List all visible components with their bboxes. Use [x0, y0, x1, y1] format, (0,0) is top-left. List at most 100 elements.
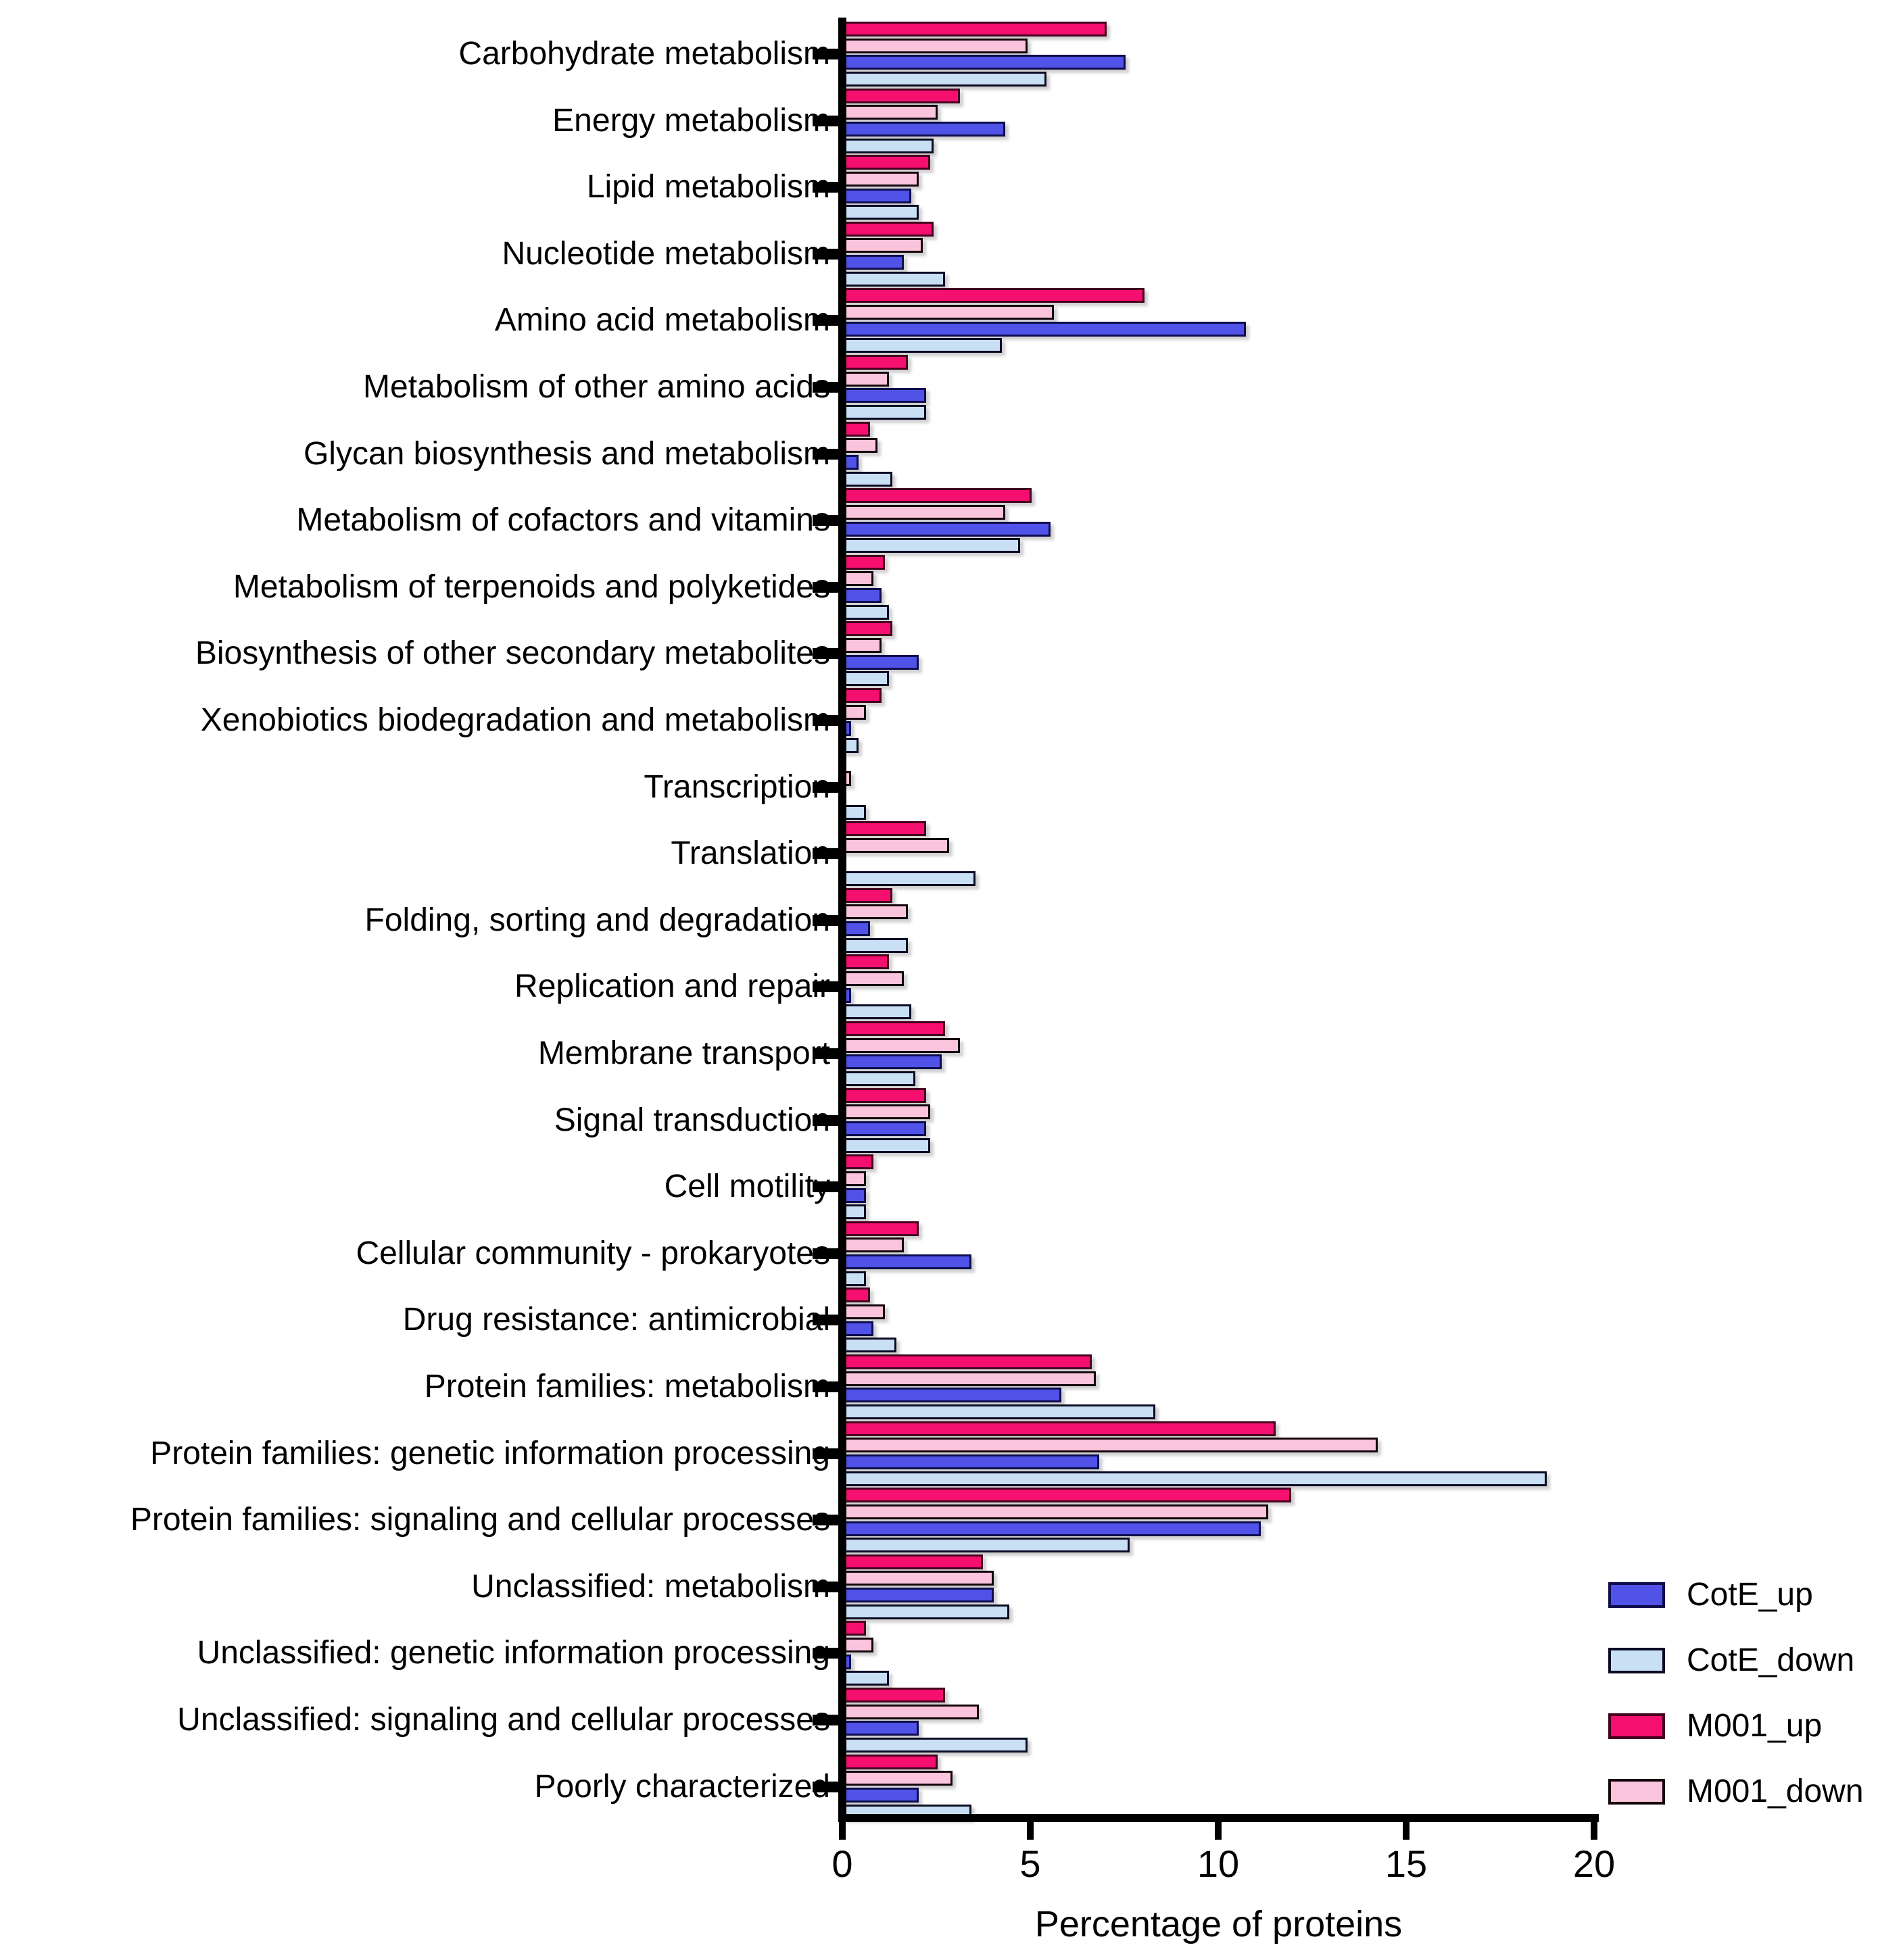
bar-M001_up [842, 1688, 946, 1702]
bar-M001_up [842, 887, 893, 903]
y-axis-tick [813, 1181, 842, 1193]
legend-label-CotE_up: CotE_up [1687, 1577, 1813, 1613]
legend-swatch-CotE_down [1608, 1648, 1665, 1673]
y-axis-tick [813, 1648, 842, 1659]
x-axis-tick [1591, 1822, 1597, 1840]
bar-CotE_up [842, 1721, 919, 1736]
bar-CotE_down [842, 471, 893, 487]
bar-CotE_up [842, 521, 1051, 537]
bar-CotE_up [842, 1454, 1100, 1469]
category-label: Translation [671, 835, 830, 872]
bar-M001_down [842, 1504, 1269, 1519]
bar-M001_down [842, 1438, 1378, 1453]
bar-M001_up [842, 1488, 1291, 1503]
bar-M001_up [842, 355, 908, 370]
bar-M001_down [842, 638, 882, 654]
category-label: Amino acid metabolism [494, 302, 830, 339]
bar-M001_up [842, 1421, 1276, 1436]
x-axis-title: Percentage of proteins [1034, 1904, 1403, 1944]
bar-CotE_down [842, 1137, 930, 1153]
y-axis-tick [813, 648, 842, 660]
bar-CotE_down [842, 671, 889, 687]
bar-CotE_up [842, 921, 870, 937]
bar-CotE_down [842, 404, 927, 420]
bar-M001_up [842, 1087, 927, 1103]
bar-CotE_down [842, 1604, 1009, 1619]
bar-CotE_up [842, 255, 904, 270]
bar-M001_down [842, 1571, 994, 1586]
bar-CotE_down [842, 871, 975, 887]
bar-CotE_down [842, 1338, 896, 1353]
bar-M001_down [842, 105, 938, 120]
legend-swatch-CotE_up [1608, 1582, 1665, 1608]
category-label: Cell motility [664, 1169, 830, 1205]
y-axis-tick [813, 1448, 842, 1459]
category-label: Folding, sorting and degradation [364, 902, 830, 938]
x-axis-tick [839, 1822, 846, 1840]
bar-M001_down [842, 837, 949, 853]
category-label: Xenobiotics biodegradation and metabolis… [200, 702, 830, 738]
bar-CotE_down [842, 271, 946, 287]
bar-M001_down [842, 1037, 961, 1053]
bar-M001_up [842, 22, 1107, 36]
category-label: Cellular community - prokaryotes [356, 1235, 830, 1271]
bar-CotE_up [842, 1588, 994, 1603]
category-label: Protein families: signaling and cellular… [130, 1502, 830, 1538]
y-axis-tick [813, 315, 842, 326]
x-axis-tick-label: 15 [1384, 1842, 1428, 1885]
category-label: Membrane transport [537, 1035, 830, 1071]
y-axis-tick [813, 1315, 842, 1326]
bar-M001_up [842, 221, 934, 237]
bar-M001_up [842, 1021, 946, 1036]
bar-CotE_up [842, 1521, 1261, 1536]
bar-M001_down [842, 171, 919, 187]
x-axis-tick [1215, 1822, 1222, 1840]
y-axis-tick [813, 1715, 842, 1725]
category-label: Unclassified: signaling and cellular pro… [177, 1702, 830, 1738]
bar-M001_up [842, 821, 927, 837]
category-label: Metabolism of other amino acids [363, 369, 830, 405]
bar-CotE_up [842, 1388, 1062, 1403]
y-axis-tick [813, 515, 842, 526]
x-axis-tick-label: 10 [1197, 1842, 1240, 1885]
category-label: Metabolism of cofactors and vitamins [296, 502, 830, 539]
y-axis-tick [813, 981, 842, 993]
legend-label-CotE_down: CotE_down [1687, 1642, 1855, 1678]
bar-CotE_up [842, 121, 1006, 137]
bar-M001_down [842, 504, 1006, 520]
category-label: Nucleotide metabolism [502, 235, 830, 272]
x-axis-tick-label: 0 [832, 1842, 853, 1885]
y-axis-tick [813, 448, 842, 460]
y-axis-tick [813, 914, 842, 926]
bar-CotE_down [842, 71, 1047, 87]
bar-CotE_down [842, 1004, 912, 1020]
x-axis-line [838, 1814, 1599, 1822]
category-label: Unclassified: genetic information proces… [197, 1635, 830, 1671]
bar-CotE_up [842, 588, 882, 604]
bar-M001_down [842, 1771, 953, 1786]
bar-CotE_down [842, 1737, 1028, 1753]
x-axis-tick [1027, 1822, 1034, 1840]
bar-M001_down [842, 371, 889, 387]
category-label: Transcription [644, 768, 830, 805]
category-label: Replication and repair [514, 969, 830, 1005]
y-axis-tick [813, 115, 842, 126]
bar-M001_down [842, 1638, 874, 1653]
bar-CotE_up [842, 55, 1126, 70]
y-axis-tick [813, 581, 842, 593]
bar-CotE_down [842, 538, 1021, 554]
bar-M001_up [842, 1554, 983, 1569]
bar-M001_up [842, 954, 889, 970]
y-axis-tick [813, 1248, 842, 1259]
category-label: Protein families: genetic information pr… [150, 1435, 830, 1471]
bar-CotE_up [842, 188, 912, 203]
bar-CotE_up [842, 388, 927, 403]
bar-CotE_down [842, 604, 889, 620]
y-axis-tick [813, 1381, 842, 1392]
category-label: Poorly characterized [534, 1768, 830, 1805]
bar-M001_up [842, 421, 870, 437]
bar-M001_up [842, 1288, 870, 1303]
legend-swatch-M001_up [1608, 1713, 1665, 1739]
x-axis-tick-label: 20 [1572, 1842, 1616, 1885]
